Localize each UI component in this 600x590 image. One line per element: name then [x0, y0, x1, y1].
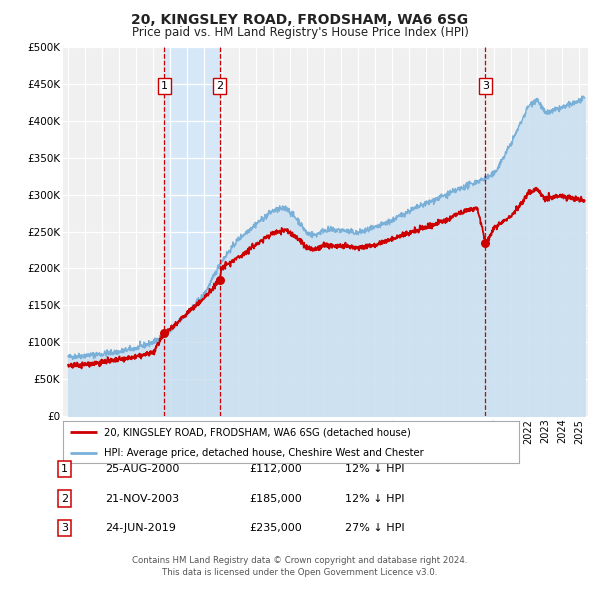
Text: 1: 1: [61, 464, 68, 474]
Text: 25-AUG-2000: 25-AUG-2000: [105, 464, 179, 474]
Text: 21-NOV-2003: 21-NOV-2003: [105, 494, 179, 503]
Text: 12% ↓ HPI: 12% ↓ HPI: [345, 494, 404, 503]
Text: HPI: Average price, detached house, Cheshire West and Chester: HPI: Average price, detached house, Ches…: [104, 448, 424, 458]
Text: 3: 3: [61, 523, 68, 533]
Text: 20, KINGSLEY ROAD, FRODSHAM, WA6 6SG (detached house): 20, KINGSLEY ROAD, FRODSHAM, WA6 6SG (de…: [104, 427, 411, 437]
Text: 27% ↓ HPI: 27% ↓ HPI: [345, 523, 404, 533]
Text: 20, KINGSLEY ROAD, FRODSHAM, WA6 6SG: 20, KINGSLEY ROAD, FRODSHAM, WA6 6SG: [131, 13, 469, 27]
Text: Price paid vs. HM Land Registry's House Price Index (HPI): Price paid vs. HM Land Registry's House …: [131, 26, 469, 39]
Text: 24-JUN-2019: 24-JUN-2019: [105, 523, 176, 533]
Text: 12% ↓ HPI: 12% ↓ HPI: [345, 464, 404, 474]
Text: 3: 3: [482, 81, 489, 91]
Text: £112,000: £112,000: [249, 464, 302, 474]
Text: 2: 2: [61, 494, 68, 503]
Text: 2: 2: [216, 81, 223, 91]
Text: Contains HM Land Registry data © Crown copyright and database right 2024.
This d: Contains HM Land Registry data © Crown c…: [132, 556, 468, 577]
Text: £185,000: £185,000: [249, 494, 302, 503]
Text: 1: 1: [161, 81, 168, 91]
Bar: [164, 47, 220, 416]
Text: £235,000: £235,000: [249, 523, 302, 533]
